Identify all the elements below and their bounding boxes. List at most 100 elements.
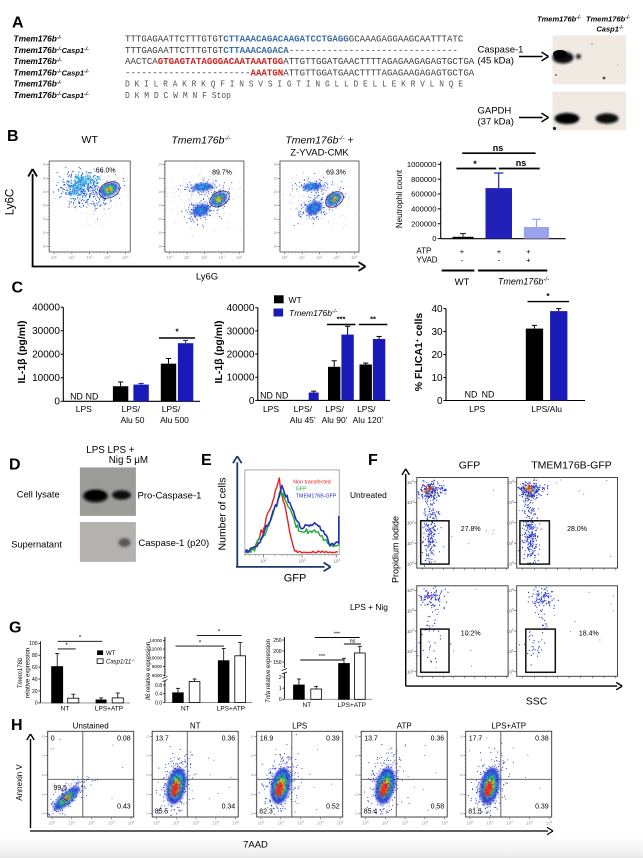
svg-text:Tmem176b-/-: Tmem176b-/- xyxy=(171,135,231,147)
svg-text:104: 104 xyxy=(407,479,414,485)
svg-text:**: ** xyxy=(370,315,376,324)
svg-text:NT: NT xyxy=(61,706,70,713)
svg-text:30: 30 xyxy=(431,327,443,338)
svg-text:10: 10 xyxy=(158,204,162,208)
svg-text:ns: ns xyxy=(493,143,504,153)
svg-text:0.43: 0.43 xyxy=(117,804,131,811)
svg-text:99.5: 99.5 xyxy=(53,785,67,792)
svg-text:GAPDH: GAPDH xyxy=(478,106,512,117)
svg-text:0.34: 0.34 xyxy=(222,804,236,811)
svg-text:D K M D C W M N F Stop: D K M D C W M N F Stop xyxy=(125,90,231,101)
svg-text:Z-YVAD-CMK: Z-YVAD-CMK xyxy=(290,148,349,159)
svg-text:Casp1/11-/-: Casp1/11-/- xyxy=(106,657,136,665)
svg-text:200: 200 xyxy=(273,649,282,655)
svg-text:103: 103 xyxy=(299,558,306,564)
svg-text:10: 10 xyxy=(158,176,162,180)
svg-text:IL-1β (pg/ml): IL-1β (pg/ml) xyxy=(213,321,225,384)
svg-text:10: 10 xyxy=(273,190,277,194)
svg-text:12000: 12000 xyxy=(149,647,162,652)
svg-text:14000: 14000 xyxy=(149,638,162,643)
svg-text:Tmem176b-/-: Tmem176b-/- xyxy=(537,15,581,24)
svg-text:10: 10 xyxy=(460,792,464,796)
svg-text:B: B xyxy=(7,128,19,145)
svg-text:LPS/: LPS/ xyxy=(325,404,344,414)
svg-text:Tmem176b-/-Casp1-/-: Tmem176b-/-Casp1-/- xyxy=(14,45,90,55)
svg-text:Pro-Caspase-1: Pro-Caspase-1 xyxy=(138,491,202,502)
svg-text:Supernatant: Supernatant xyxy=(11,540,62,550)
svg-text:104: 104 xyxy=(128,820,135,826)
svg-text:20: 20 xyxy=(431,350,443,361)
svg-text:LPS/: LPS/ xyxy=(122,404,141,414)
svg-text:100: 100 xyxy=(29,641,38,647)
svg-text:103: 103 xyxy=(507,608,514,614)
svg-text:100: 100 xyxy=(467,820,474,826)
svg-text:F: F xyxy=(368,452,378,469)
svg-text:Tmem176b-/-: Tmem176b-/- xyxy=(14,56,62,66)
svg-text:104: 104 xyxy=(507,587,514,593)
svg-text:Cell lysate: Cell lysate xyxy=(17,490,60,500)
svg-text:10000: 10000 xyxy=(227,373,255,384)
svg-text:20: 20 xyxy=(32,689,38,695)
svg-text:10: 10 xyxy=(42,754,46,758)
svg-text:H: H xyxy=(11,717,23,734)
svg-text:GFP: GFP xyxy=(459,460,481,472)
svg-text:LPS LPS +: LPS LPS + xyxy=(86,445,134,456)
svg-text:100: 100 xyxy=(153,820,160,826)
svg-text:Alu 90’: Alu 90’ xyxy=(322,415,348,425)
svg-text:13.7: 13.7 xyxy=(155,736,169,743)
svg-text:400000: 400000 xyxy=(411,204,436,213)
svg-text:100: 100 xyxy=(51,255,58,261)
svg-text:18.4%: 18.4% xyxy=(579,631,599,638)
svg-text:0.39: 0.39 xyxy=(535,804,549,811)
svg-text:100: 100 xyxy=(507,561,514,567)
svg-text:0.08: 0.08 xyxy=(117,736,131,743)
svg-text:13.7: 13.7 xyxy=(364,736,378,743)
svg-text:10: 10 xyxy=(273,245,277,249)
svg-text:1000000: 1000000 xyxy=(407,160,437,169)
svg-text:101: 101 xyxy=(277,820,284,826)
svg-text:NT: NT xyxy=(181,706,190,713)
svg-text:LPS+ATP: LPS+ATP xyxy=(491,722,526,731)
svg-text:0: 0 xyxy=(54,397,60,408)
svg-text:10: 10 xyxy=(251,773,255,777)
svg-text:81.5: 81.5 xyxy=(468,809,482,816)
svg-text:102: 102 xyxy=(260,558,267,564)
svg-text:D: D xyxy=(9,457,21,474)
svg-text:TMEM176B-GFP: TMEM176B-GFP xyxy=(296,494,337,500)
svg-text:relative expression: relative expression xyxy=(26,648,32,698)
svg-text:LPS: LPS xyxy=(263,404,279,414)
svg-text:101: 101 xyxy=(69,255,76,261)
svg-text:0: 0 xyxy=(432,234,436,243)
svg-text:0: 0 xyxy=(249,396,255,407)
svg-text:10: 10 xyxy=(460,812,464,816)
svg-text:10: 10 xyxy=(146,812,150,816)
svg-text:***: *** xyxy=(337,315,346,324)
svg-text:0.39: 0.39 xyxy=(326,736,340,743)
svg-text:Non transfected: Non transfected xyxy=(293,480,330,486)
svg-text:2: 2 xyxy=(279,675,282,681)
svg-text:0.0: 0.0 xyxy=(155,700,162,706)
svg-text:10: 10 xyxy=(460,754,464,758)
svg-text:NT: NT xyxy=(302,702,311,709)
svg-text:0: 0 xyxy=(51,736,55,743)
svg-text:101: 101 xyxy=(382,820,389,826)
svg-text:LPS: LPS xyxy=(292,722,307,731)
svg-text:101: 101 xyxy=(68,820,75,826)
svg-text:10000: 10000 xyxy=(32,373,60,384)
svg-text:100: 100 xyxy=(166,255,173,261)
svg-text:Number of cells: Number of cells xyxy=(217,478,229,551)
svg-text:103: 103 xyxy=(317,820,324,826)
svg-text:6000: 6000 xyxy=(152,673,163,678)
svg-text:800000: 800000 xyxy=(411,175,436,184)
svg-text:0: 0 xyxy=(35,701,38,707)
svg-text:8000: 8000 xyxy=(152,664,163,669)
svg-text:103: 103 xyxy=(407,608,414,614)
svg-text:102: 102 xyxy=(297,820,304,826)
svg-text:10: 10 xyxy=(273,231,277,235)
svg-text:40000: 40000 xyxy=(227,303,255,314)
svg-text:85.4: 85.4 xyxy=(364,809,378,816)
svg-text:200000: 200000 xyxy=(411,219,436,228)
svg-text:10: 10 xyxy=(273,163,277,167)
svg-text:102: 102 xyxy=(316,255,323,261)
svg-text:+: + xyxy=(460,247,465,256)
